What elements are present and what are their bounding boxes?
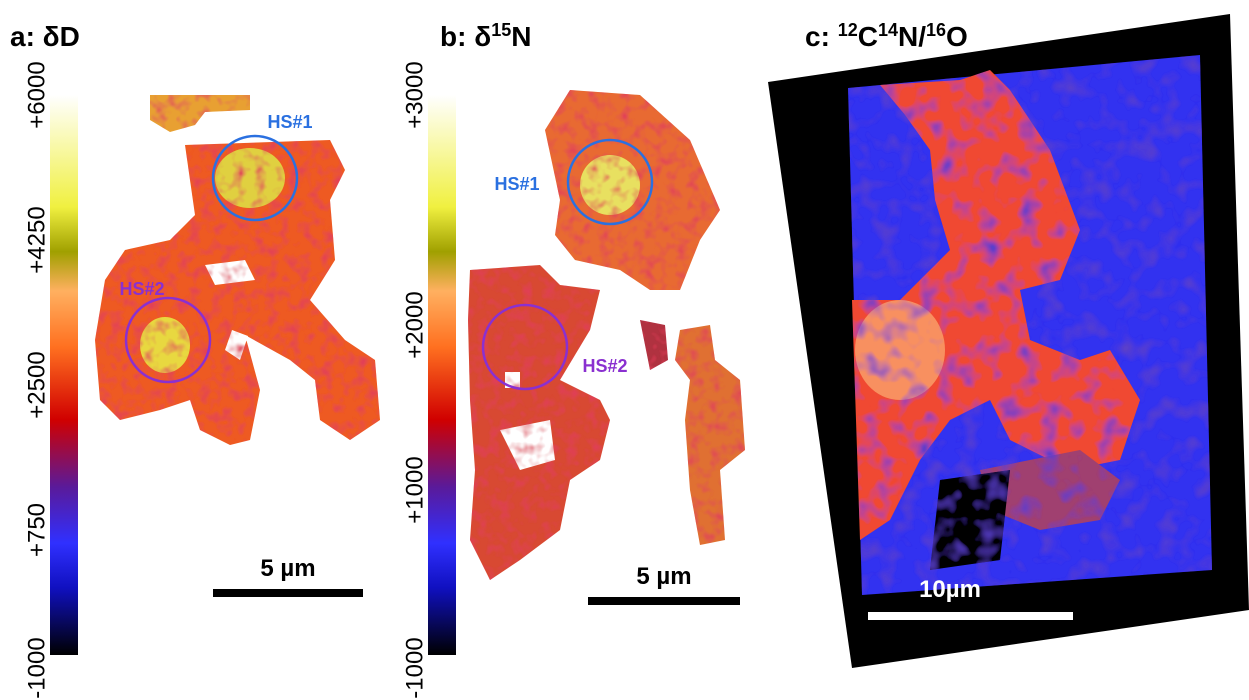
hotspot-circle	[481, 303, 569, 391]
panel-title: a: δD	[10, 21, 80, 52]
scale-label: 10µm	[919, 576, 981, 603]
hotspot-label: HS#2	[582, 356, 627, 376]
tick-label: +2500	[23, 351, 50, 418]
colorbar	[50, 95, 78, 655]
scale-label: 5 µm	[636, 563, 691, 590]
colorbar-ticks: +3000 +2000 +1000 -1000	[401, 61, 428, 698]
hotspot-label: HS#2	[119, 279, 164, 299]
ratio-map	[848, 55, 1212, 595]
isotope-map	[468, 90, 745, 580]
tick-label: +6000	[23, 61, 50, 128]
hotspot-circle	[566, 138, 654, 226]
colorbar	[428, 95, 456, 655]
colorbar-ticks: +6000 +4250 +2500 +750 -1000	[23, 61, 50, 698]
isotope-map	[95, 95, 380, 445]
tick-label: +2000	[401, 291, 428, 358]
panel-title: b: δ15N	[440, 20, 531, 52]
tick-label: -1000	[401, 637, 428, 698]
hotspot-circle	[124, 296, 212, 384]
scale-bar	[868, 612, 1073, 620]
scale-bar	[588, 597, 740, 605]
hotspot-circle	[211, 134, 299, 222]
scale-label: 5 µm	[260, 555, 315, 582]
tick-label: +3000	[401, 61, 428, 128]
tick-label: +750	[23, 503, 50, 557]
tick-label: +1000	[401, 456, 428, 523]
panel-title: c: 12C14N/16O	[805, 20, 968, 52]
hotspot-label: HS#1	[267, 112, 312, 132]
hotspot-label: HS#1	[494, 174, 539, 194]
tick-label: -1000	[23, 637, 50, 698]
scale-bar	[213, 589, 363, 597]
tick-label: +4250	[23, 206, 50, 273]
